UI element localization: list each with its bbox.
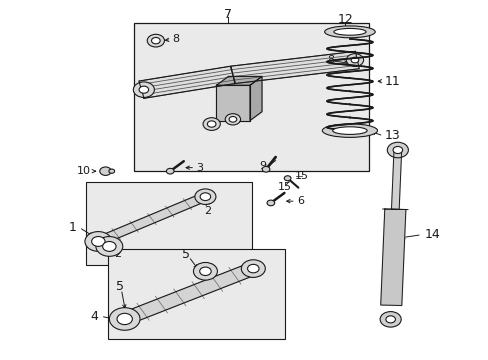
Circle shape <box>133 82 154 98</box>
Polygon shape <box>380 209 405 306</box>
Circle shape <box>166 168 174 174</box>
Circle shape <box>262 166 269 172</box>
Circle shape <box>385 316 395 323</box>
Text: 15: 15 <box>294 171 308 181</box>
Circle shape <box>284 176 290 181</box>
Circle shape <box>194 189 216 204</box>
Circle shape <box>193 262 217 280</box>
Circle shape <box>266 200 274 206</box>
Bar <box>134 23 368 171</box>
Circle shape <box>200 193 210 201</box>
Circle shape <box>147 34 164 47</box>
Circle shape <box>85 231 112 251</box>
Text: 13: 13 <box>384 129 400 143</box>
Text: 2: 2 <box>114 249 121 259</box>
Text: 4: 4 <box>90 310 98 323</box>
Circle shape <box>247 264 259 273</box>
Circle shape <box>350 57 358 63</box>
Circle shape <box>346 54 363 66</box>
Text: 8: 8 <box>172 34 180 44</box>
Polygon shape <box>139 66 235 98</box>
Text: 12: 12 <box>337 13 352 26</box>
Text: 14: 14 <box>424 228 439 241</box>
Circle shape <box>199 267 211 275</box>
Circle shape <box>203 118 220 130</box>
Polygon shape <box>95 193 208 245</box>
Ellipse shape <box>332 127 366 134</box>
Text: 5: 5 <box>116 280 123 293</box>
Polygon shape <box>121 263 257 325</box>
Circle shape <box>96 237 122 256</box>
Circle shape <box>392 147 402 153</box>
Text: 8: 8 <box>326 55 333 65</box>
Text: 15: 15 <box>278 182 292 192</box>
Circle shape <box>91 237 105 246</box>
Circle shape <box>109 169 114 173</box>
Text: 11: 11 <box>384 75 400 88</box>
Circle shape <box>102 242 116 251</box>
Bar <box>86 182 251 265</box>
Ellipse shape <box>322 124 377 138</box>
Text: 7: 7 <box>224 8 232 21</box>
Circle shape <box>228 117 236 122</box>
Circle shape <box>379 312 400 327</box>
Text: 6: 6 <box>297 196 304 206</box>
Polygon shape <box>216 85 249 121</box>
Polygon shape <box>391 150 401 210</box>
Circle shape <box>139 86 148 93</box>
Polygon shape <box>249 76 262 121</box>
Circle shape <box>225 114 240 125</box>
Text: 10: 10 <box>77 166 91 176</box>
Bar <box>108 249 285 339</box>
Text: 2: 2 <box>204 206 211 216</box>
Text: 5: 5 <box>182 248 190 261</box>
Polygon shape <box>230 51 359 84</box>
Text: 9: 9 <box>259 161 265 171</box>
Circle shape <box>241 260 265 278</box>
Circle shape <box>109 308 140 330</box>
Text: 1: 1 <box>69 221 77 234</box>
Circle shape <box>100 167 111 175</box>
Circle shape <box>207 121 216 127</box>
Circle shape <box>117 313 132 325</box>
Polygon shape <box>216 76 262 85</box>
Ellipse shape <box>333 28 366 35</box>
Circle shape <box>386 142 407 158</box>
Ellipse shape <box>324 26 374 38</box>
Text: 3: 3 <box>196 163 203 173</box>
Circle shape <box>151 37 160 44</box>
